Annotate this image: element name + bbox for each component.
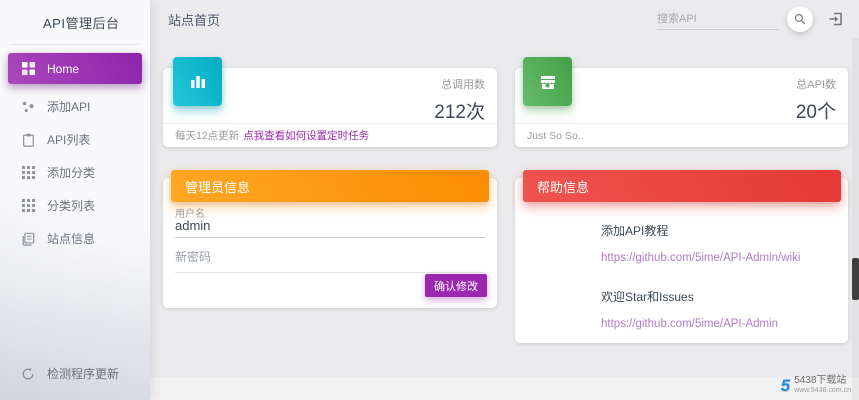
docs-icon xyxy=(20,231,36,247)
search-input[interactable] xyxy=(657,9,779,30)
wiki-link[interactable]: https://github.com/5ime/API-Admin/wiki xyxy=(601,252,801,264)
sidebar-item-label: 添加API xyxy=(47,100,91,114)
sidebar-item-label: 添加分类 xyxy=(47,166,96,180)
watermark-logo: 5 xyxy=(780,375,791,395)
stat-footer-text: Just So So.. xyxy=(527,129,584,142)
username-field[interactable] xyxy=(175,218,485,238)
sidebar-item-add-category[interactable]: 添加分类 xyxy=(0,156,150,189)
search-box xyxy=(657,9,779,30)
sidebar-item-label: API列表 xyxy=(47,133,91,147)
confirm-change-button[interactable]: 确认修改 xyxy=(425,274,487,297)
topbar: 站点首页 xyxy=(150,0,859,38)
watermark-title: 5438下载站 xyxy=(794,375,847,387)
sidebar-item-check-update[interactable]: 检测程序更新 xyxy=(0,357,150,390)
bar-chart-icon xyxy=(173,57,222,106)
share-icon xyxy=(20,99,36,115)
search-icon xyxy=(794,13,806,25)
help-card-title: 帮助信息 xyxy=(537,179,590,195)
sidebar-item-category-list[interactable]: 分类列表 xyxy=(0,189,150,222)
logout-button[interactable] xyxy=(827,10,845,28)
dashboard-icon xyxy=(20,61,36,77)
scrollbar-thumb[interactable] xyxy=(852,258,859,300)
help-info-card: 添加API教程 https://github.com/5ime/API-Admi… xyxy=(515,178,848,343)
sidebar-item-site-info[interactable]: 站点信息 xyxy=(0,222,150,255)
exit-icon xyxy=(828,11,844,27)
divider xyxy=(10,44,140,45)
stat-value: 212次 xyxy=(434,102,485,123)
grid-icon xyxy=(20,198,36,214)
cron-help-link[interactable]: 点我查看如何设置定时任务 xyxy=(243,130,370,142)
admin-card-header: 管理员信息 xyxy=(171,170,489,202)
page-title: 站点首页 xyxy=(168,12,221,28)
help-item-text: 欢迎Star和Issues xyxy=(601,290,694,304)
search-button[interactable] xyxy=(787,6,813,32)
clipboard-icon xyxy=(20,132,36,148)
scrollbar-track[interactable] xyxy=(852,38,859,400)
sidebar-item-api-list[interactable]: API列表 xyxy=(0,123,150,156)
sidebar-item-add-api[interactable]: 添加API xyxy=(0,90,150,123)
sidebar: API管理后台 Home 添加API API列表 添加分类 xyxy=(0,0,150,400)
username-label: 用户名 xyxy=(175,209,205,220)
admin-card-title: 管理员信息 xyxy=(185,179,251,195)
sidebar-item-label: 分类列表 xyxy=(47,199,96,213)
sidebar-item-label: 站点信息 xyxy=(47,232,96,246)
footer-strip xyxy=(150,378,859,400)
grid-icon xyxy=(20,165,36,181)
stat-label: 总API数 xyxy=(796,79,836,91)
sidebar-item-label: 检测程序更新 xyxy=(47,367,120,381)
watermark-url: www.5438.com.cn xyxy=(794,386,851,394)
watermark: 5 5438下载站 www.5438.com.cn xyxy=(781,375,851,395)
sidebar-item-home[interactable]: Home xyxy=(8,53,142,84)
sidebar-item-label: Home xyxy=(47,61,80,76)
help-card-header: 帮助信息 xyxy=(523,170,841,202)
stat-value: 20个 xyxy=(795,102,836,123)
store-icon xyxy=(523,57,572,106)
refresh-icon xyxy=(20,366,36,382)
stat-label: 总调用数 xyxy=(441,79,485,91)
repo-link[interactable]: https://github.com/5ime/API-Admin xyxy=(601,318,779,330)
help-item-text: 添加API教程 xyxy=(601,224,669,238)
stat-footer-text: 每天12点更新 xyxy=(175,130,240,142)
new-password-field[interactable]: 新密码 xyxy=(175,248,485,273)
app-title: API管理后台 xyxy=(43,16,120,31)
